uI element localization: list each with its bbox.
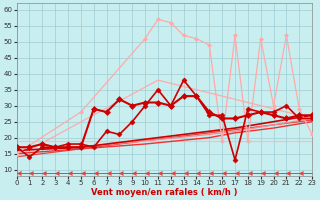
X-axis label: Vent moyen/en rafales ( km/h ): Vent moyen/en rafales ( km/h ): [91, 188, 238, 197]
